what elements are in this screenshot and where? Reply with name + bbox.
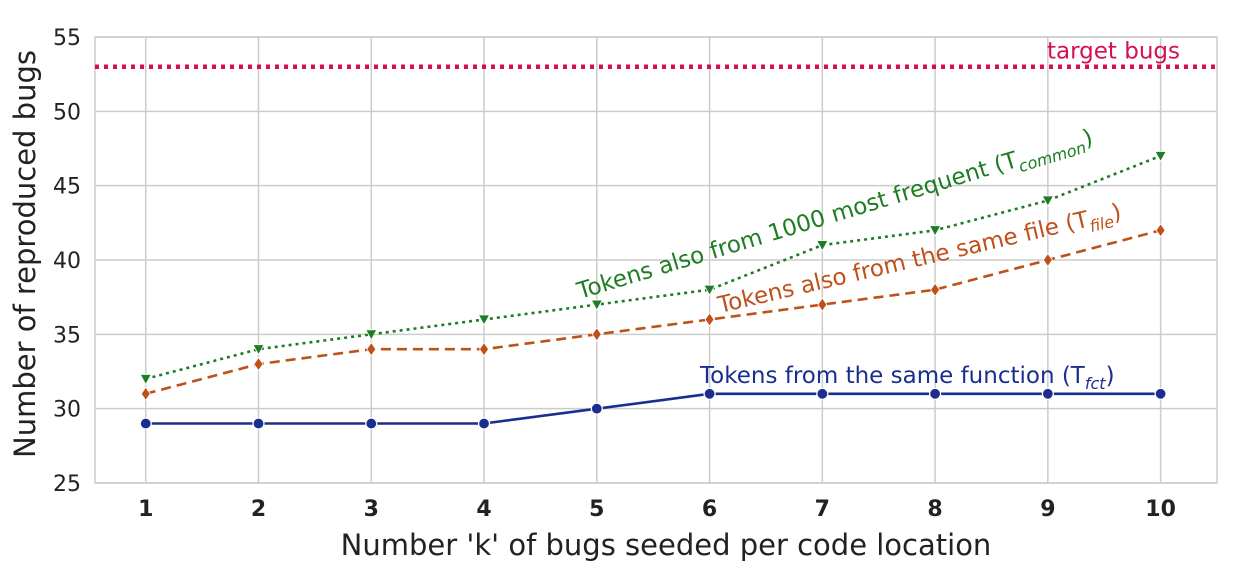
x-ticks: 1 2 3 4 5 6 7 8 9 10 [138, 497, 1176, 522]
data-point-common [590, 299, 603, 311]
x-tick-label: 8 [927, 497, 942, 522]
data-point-fct [928, 387, 942, 400]
data-point-fct [477, 417, 491, 430]
data-point-file [1155, 223, 1166, 238]
data-point-common [252, 344, 265, 356]
data-point-file [930, 282, 941, 297]
x-tick-label: 1 [138, 497, 153, 522]
y-tick-label: 35 [53, 323, 81, 348]
x-tick-label: 10 [1145, 497, 1176, 522]
x-tick-label: 6 [702, 497, 717, 522]
data-point-file [140, 386, 151, 402]
data-point-common [139, 374, 152, 386]
y-tick-label: 30 [53, 398, 81, 423]
x-tick-label: 2 [251, 497, 266, 522]
series-line-file [145, 229, 1161, 396]
data-point-file [591, 327, 602, 342]
data-point-fct [252, 417, 265, 430]
y-tick-label: 55 [53, 26, 81, 51]
data-point-file [704, 312, 715, 327]
y-tick-label: 25 [53, 472, 81, 497]
target-label: target bugs [1047, 39, 1180, 65]
data-point-fct [1041, 387, 1054, 400]
data-point-fct [1154, 387, 1167, 400]
data-point-common [1154, 151, 1167, 163]
x-tick-label: 3 [364, 497, 379, 522]
x-tick-label: 9 [1040, 497, 1055, 522]
target-line-group: target bugs [95, 39, 1217, 69]
data-point-common [816, 240, 829, 252]
y-ticks: 25 30 35 40 45 50 55 [53, 26, 81, 497]
x-tick-label: 4 [476, 497, 491, 522]
data-point-file [817, 297, 828, 312]
series-group [139, 151, 1167, 430]
y-tick-label: 50 [53, 100, 81, 125]
data-point-fct [816, 387, 829, 400]
data-point-fct [365, 417, 378, 430]
series-label-file: Tokens also from the same file (Tfile) [714, 199, 1124, 323]
data-point-fct [703, 387, 716, 400]
data-point-file [253, 356, 264, 372]
data-point-common [703, 284, 716, 297]
x-tick-label: 5 [589, 497, 604, 522]
data-point-common [365, 329, 378, 341]
y-axis-label: Number of reproduced bugs [8, 50, 42, 458]
y-tick-label: 40 [53, 249, 81, 274]
data-point-fct [590, 402, 603, 415]
series-line-fct [145, 392, 1161, 425]
series-label-fct: Tokens from the same function (Tfct) [699, 363, 1115, 393]
x-axis-label: Number 'k' of bugs seeded per code locat… [341, 528, 992, 562]
data-point-file [366, 341, 377, 357]
series-labels: Tokens from the same function (Tfct) Toke… [573, 125, 1124, 393]
data-point-file [479, 341, 490, 357]
x-tick-label: 7 [815, 497, 830, 522]
data-point-common [928, 225, 942, 237]
grid [95, 36, 1217, 484]
plot-frame [94, 36, 1218, 484]
data-point-file [1042, 252, 1053, 268]
data-point-common [1041, 195, 1055, 207]
data-point-common [477, 314, 491, 326]
y-tick-label: 45 [53, 175, 81, 200]
data-point-fct [139, 417, 152, 430]
